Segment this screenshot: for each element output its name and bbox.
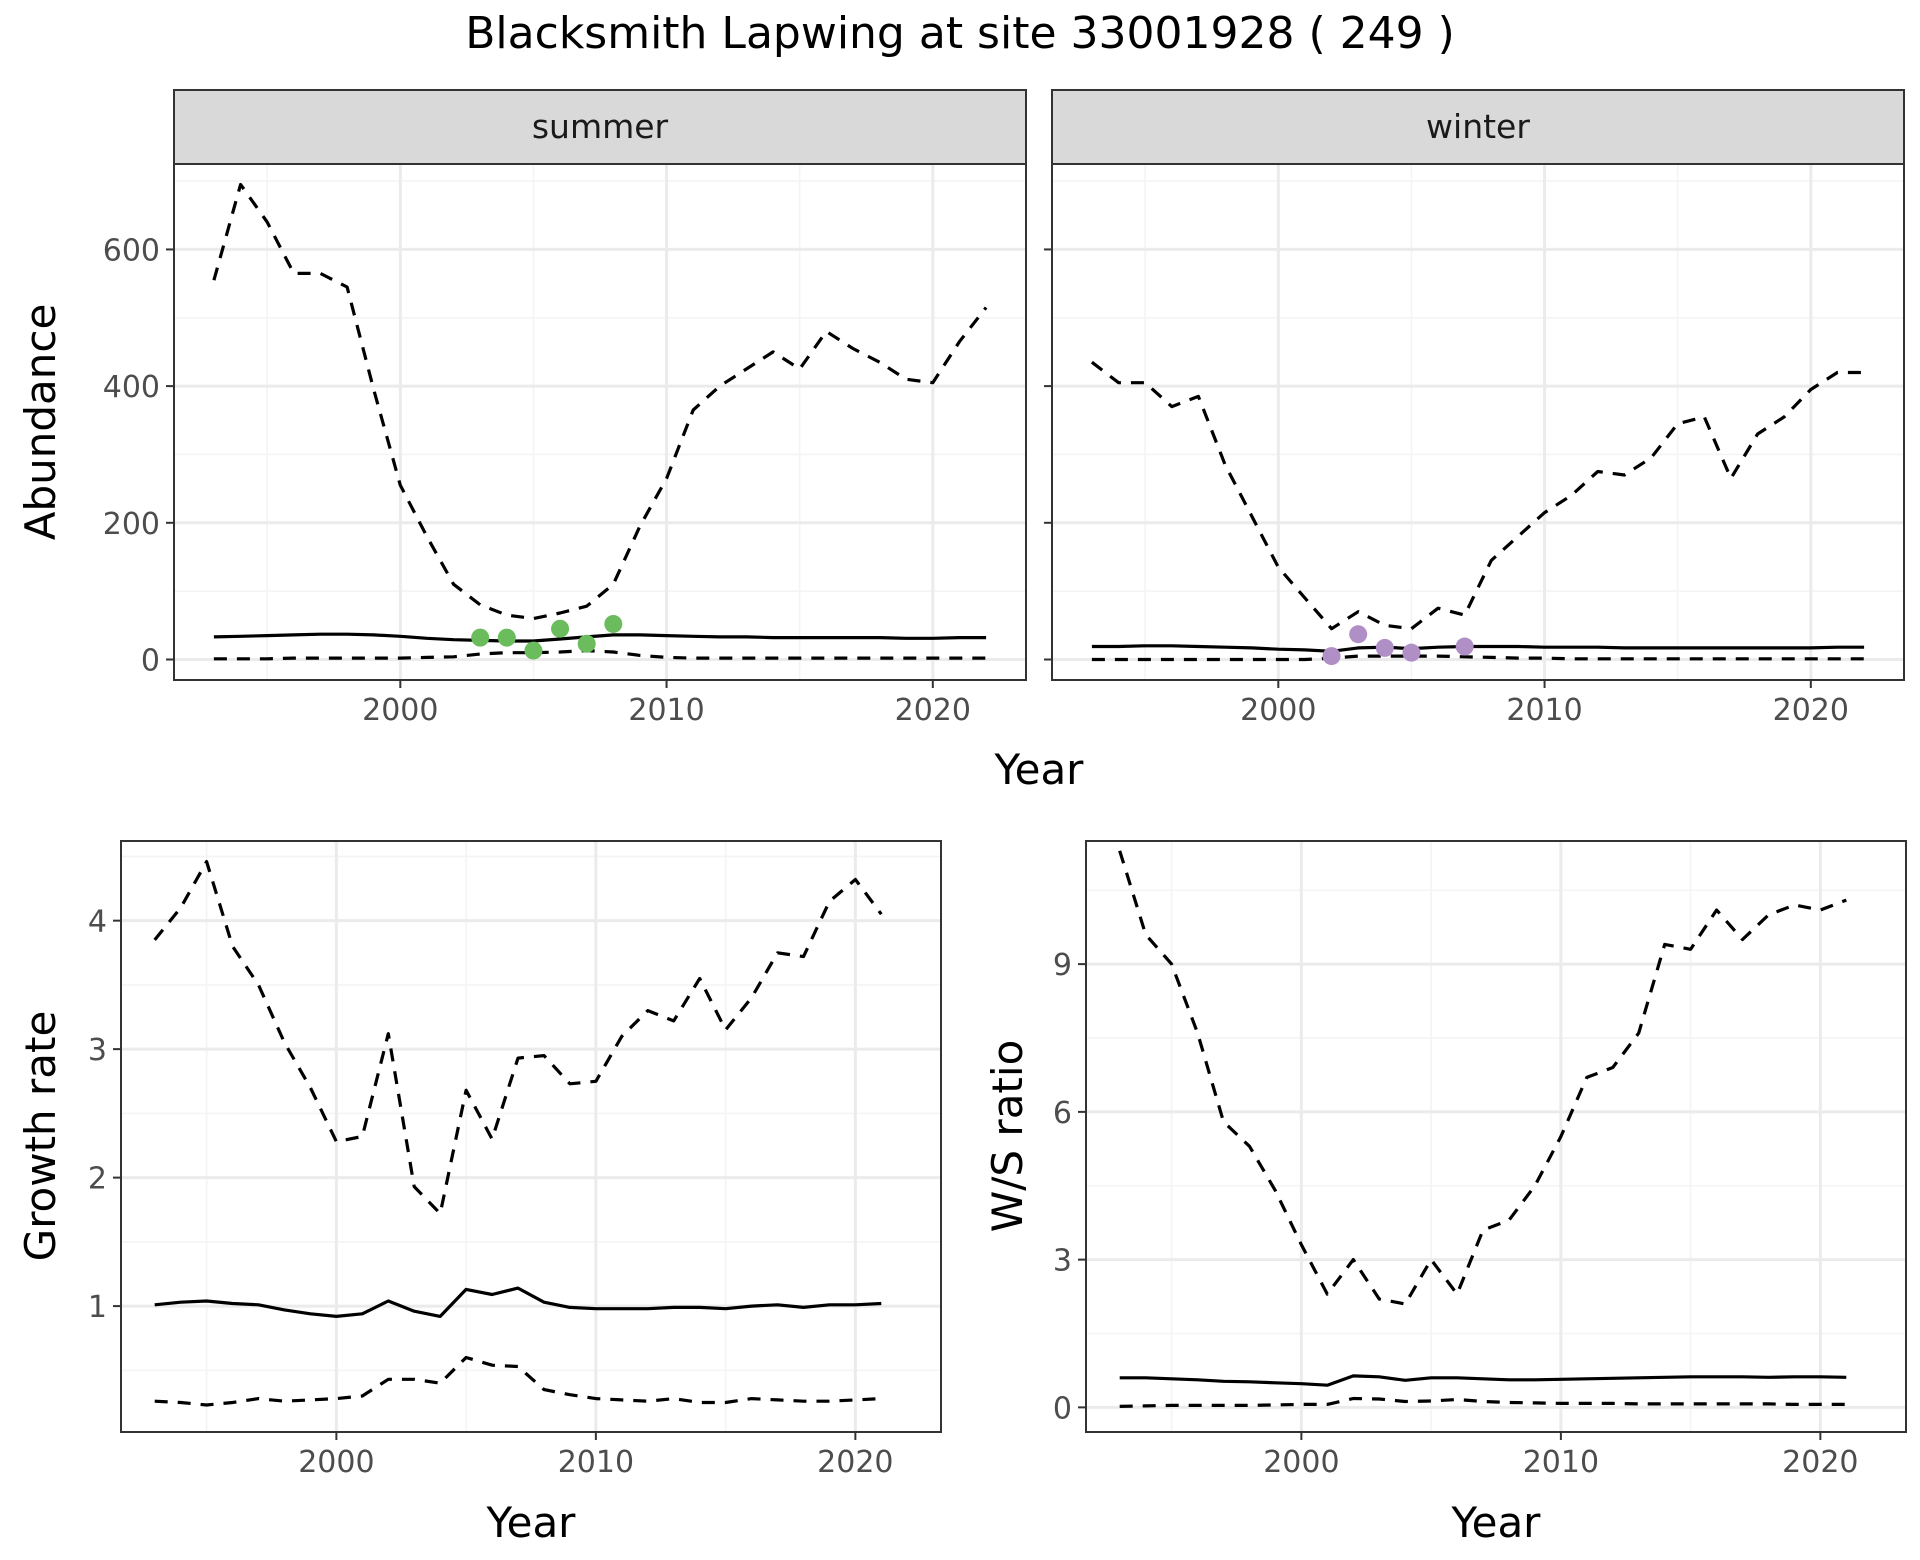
y-tick-label: 200 xyxy=(103,507,160,542)
observed-points xyxy=(1322,625,1474,666)
series-line-dashed-lower xyxy=(154,1355,882,1407)
y-tick-label: 6 xyxy=(1053,1096,1072,1131)
series-line-dashed-upper xyxy=(212,182,988,621)
figure-title: Blacksmith Lapwing at site 33001928 ( 24… xyxy=(465,8,1454,59)
panel-ws-ratio: 2000 2010 2020 0 3 6 9 W/S ratio Year xyxy=(983,840,1907,1547)
panel-border xyxy=(173,163,1027,681)
data-point xyxy=(497,628,516,647)
data-point xyxy=(471,628,490,647)
x-axis-title: Year xyxy=(1451,1498,1542,1547)
facet-strip: summer xyxy=(173,89,1027,165)
series-group xyxy=(212,182,988,661)
y-tick-label: 4 xyxy=(88,905,107,940)
y-axis: 0 200 400 600 xyxy=(103,233,174,678)
x-tick-label: 2010 xyxy=(1506,693,1582,728)
data-point xyxy=(577,634,596,653)
series-line-solid xyxy=(213,632,987,643)
x-axis: 2000 2010 2020 xyxy=(1240,680,1849,728)
grid-lines xyxy=(1052,164,1904,680)
x-axis: 2000 2010 2020 xyxy=(362,680,971,728)
y-axis: 1 2 3 4 xyxy=(88,905,121,1325)
x-tick-label: 2020 xyxy=(1782,1445,1858,1480)
data-point xyxy=(604,614,623,633)
data-point xyxy=(1455,637,1474,656)
series-line-dashed-upper xyxy=(1090,360,1865,631)
y-tick-label: 1 xyxy=(88,1290,107,1325)
x-axis: 2000 2010 2020 xyxy=(1263,1432,1859,1480)
x-tick-label: 2020 xyxy=(1773,693,1849,728)
series-group xyxy=(1090,360,1865,662)
x-tick-label: 2020 xyxy=(895,693,971,728)
strip-background xyxy=(173,89,1027,165)
y-axis-title: W/S ratio xyxy=(983,1040,1032,1233)
x-tick-label: 2000 xyxy=(1263,1445,1339,1480)
strip-background xyxy=(1051,89,1905,165)
data-point xyxy=(1402,643,1421,662)
data-point xyxy=(1322,647,1341,666)
data-point xyxy=(551,619,570,638)
y-tick-label: 3 xyxy=(1053,1244,1072,1279)
grid-lines xyxy=(121,841,941,1432)
y-tick-label: 9 xyxy=(1053,948,1072,983)
series-line-solid xyxy=(154,1286,882,1319)
y-tick-label: 0 xyxy=(141,643,160,678)
x-tick-label: 2010 xyxy=(558,1445,634,1480)
y-tick-label: 2 xyxy=(88,1162,107,1197)
y-tick-label: 600 xyxy=(103,233,160,268)
data-point xyxy=(1349,625,1368,644)
strip-label: winter xyxy=(1426,107,1530,146)
series-line-solid xyxy=(1119,1374,1847,1387)
x-axis: 2000 2010 2020 xyxy=(298,1432,894,1480)
panel-border xyxy=(120,840,942,1433)
y-axis-title: Growth rate xyxy=(16,1011,65,1262)
strip-label: summer xyxy=(532,107,669,146)
grid-lines xyxy=(174,164,1026,680)
x-tick-label: 2020 xyxy=(817,1445,893,1480)
y-tick-label: 0 xyxy=(1053,1391,1072,1426)
x-tick-label: 2000 xyxy=(298,1445,374,1480)
series-line-dashed-lower xyxy=(213,648,987,661)
series-group xyxy=(1118,850,1847,1408)
y-tick-label: 400 xyxy=(103,370,160,405)
series-line-dashed-lower xyxy=(1119,1396,1847,1408)
facet-strip: winter xyxy=(1051,89,1905,165)
panel-growth-rate: 2000 2010 2020 1 2 3 4 Growth rate Year xyxy=(16,840,942,1547)
series-line-dashed-upper xyxy=(1118,850,1847,1306)
x-tick-label: 2010 xyxy=(1523,1445,1599,1480)
x-tick-label: 2010 xyxy=(628,693,704,728)
data-point xyxy=(1375,638,1394,657)
data-point xyxy=(524,641,543,660)
x-axis-title: Year xyxy=(486,1498,577,1547)
grid-lines xyxy=(1086,841,1906,1432)
y-axis: 0 3 6 9 xyxy=(1053,948,1086,1426)
observed-points xyxy=(471,614,623,660)
panel-abundance-summer: summer 2000 2010 2020 0 200 400 600 Abundance xyxy=(16,89,1027,728)
series-group xyxy=(153,859,883,1407)
y-axis-title: Abundance xyxy=(16,304,65,541)
panel-border xyxy=(1085,840,1907,1433)
panel-abundance-winter: winter 2000 2010 2020 xyxy=(1044,89,1905,728)
x-axis-title-shared: Year xyxy=(994,745,1085,794)
x-tick-label: 2000 xyxy=(362,693,438,728)
x-tick-label: 2000 xyxy=(1240,693,1316,728)
series-line-solid xyxy=(1091,644,1865,653)
y-tick-label: 3 xyxy=(88,1033,107,1068)
series-line-dashed-upper xyxy=(153,859,883,1216)
